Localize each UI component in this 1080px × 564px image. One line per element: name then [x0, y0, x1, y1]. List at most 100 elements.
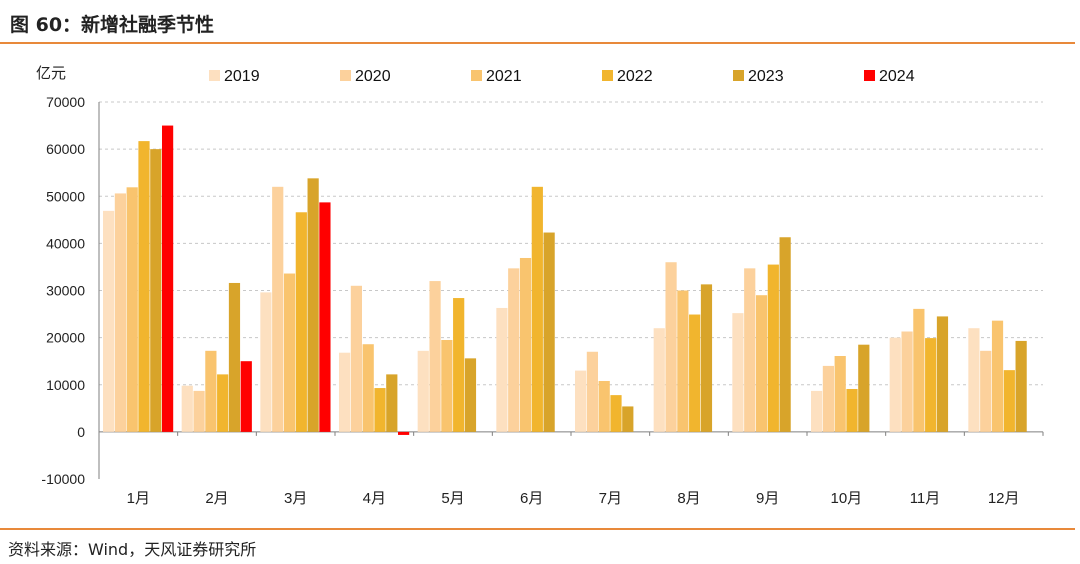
bar-2023-4 — [386, 374, 398, 432]
x-tick-label: 8月 — [677, 490, 700, 507]
bar-2019-1 — [103, 210, 115, 432]
legend-label-2024: 2024 — [879, 68, 915, 85]
bar-2021-1 — [126, 187, 138, 432]
bar-2022-3 — [295, 212, 307, 432]
bar-2024-1 — [162, 125, 174, 432]
bar-chart: -10000 0 10000 20000 30000 40000 50000 60000 700… — [36, 65, 1044, 507]
y-tick-label: 40000 — [46, 235, 85, 251]
bar-2024-4 — [398, 431, 410, 435]
bar-2022-11 — [925, 338, 937, 432]
y-tick-label: 50000 — [46, 188, 85, 204]
bar-2021-5 — [441, 339, 453, 432]
bar-2023-2 — [228, 282, 241, 432]
legend-swatch-2021 — [471, 70, 482, 81]
bar-2021-3 — [283, 273, 296, 432]
bar-2020-4 — [350, 285, 362, 432]
bar-2021-11 — [913, 308, 925, 432]
legend-label-2020: 2020 — [355, 68, 391, 85]
bar-2022-4 — [374, 388, 386, 432]
bar-2022-9 — [767, 264, 779, 432]
y-axis-label: 亿元 — [36, 65, 66, 82]
bar-2022-5 — [453, 298, 465, 432]
bar-2023-9 — [779, 237, 791, 432]
bar-2022-6 — [531, 186, 543, 432]
bar-2019-5 — [417, 350, 429, 432]
bar-2019-7 — [575, 370, 587, 432]
bar-2019-8 — [653, 328, 665, 432]
bar-2021-4 — [362, 344, 374, 432]
x-tick-label: 12月 — [988, 490, 1020, 507]
legend-swatch-2023 — [733, 70, 744, 81]
bar-2019-12 — [968, 328, 980, 432]
bar-2023-5 — [464, 358, 477, 432]
bar-2021-9 — [755, 295, 768, 432]
bar-2024-3 — [319, 202, 331, 432]
y-tick-label: 30000 — [46, 283, 85, 299]
bar-2021-10 — [834, 356, 846, 432]
header-rule — [0, 42, 1075, 44]
chart-title: 图 60：新增社融季节性 — [10, 14, 215, 36]
bar-2020-11 — [901, 331, 913, 432]
bar-2020-9 — [744, 268, 756, 432]
x-tick-label: 7月 — [599, 490, 622, 507]
legend-swatch-2019 — [209, 70, 220, 81]
bar-2020-12 — [980, 350, 992, 432]
bar-2019-11 — [889, 337, 901, 432]
legend-label-2019: 2019 — [224, 68, 260, 85]
legend-swatch-2024 — [864, 70, 875, 81]
y-tick-label: 60000 — [46, 141, 85, 157]
bar-2021-2 — [205, 350, 217, 432]
bar-2023-7 — [622, 406, 634, 432]
bar-2020-10 — [822, 365, 834, 432]
legend-swatch-2022 — [602, 70, 613, 81]
x-tick-label: 11月 — [910, 490, 941, 507]
x-tick-label: 3月 — [284, 490, 307, 507]
legend-label-2022: 2022 — [617, 68, 653, 85]
bar-2023-11 — [936, 316, 949, 432]
bar-2020-5 — [429, 281, 441, 432]
y-tick-label: 0 — [77, 424, 85, 440]
y-tick-label: 70000 — [46, 94, 85, 110]
y-tick-label: 20000 — [46, 330, 85, 346]
y-tick-label: 10000 — [46, 377, 85, 393]
bar-2020-2 — [193, 390, 205, 432]
x-tick-label: 9月 — [756, 490, 779, 507]
x-tick-label: 2月 — [205, 490, 228, 507]
legend-label-2023: 2023 — [748, 68, 784, 85]
bar-2023-1 — [150, 149, 162, 432]
bar-2019-9 — [732, 313, 744, 432]
bar-2023-6 — [543, 232, 555, 432]
bar-2020-6 — [508, 268, 520, 432]
bar-2019-3 — [260, 292, 272, 432]
bar-2019-10 — [811, 390, 823, 432]
source-note: 资料来源：Wind，天风证券研究所 — [8, 540, 257, 559]
x-tick-label: 4月 — [363, 490, 386, 507]
x-tick-label: 5月 — [441, 490, 464, 507]
bar-2019-2 — [181, 385, 193, 432]
bar-2023-3 — [307, 178, 319, 432]
bar-2021-6 — [519, 257, 532, 432]
bar-2024-2 — [240, 361, 252, 432]
bar-2022-2 — [217, 374, 229, 432]
bar-2020-8 — [665, 262, 677, 432]
legend-swatch-2020 — [340, 70, 351, 81]
bar-2020-7 — [586, 351, 598, 432]
bar-2023-8 — [700, 284, 713, 432]
bar-2023-10 — [858, 344, 870, 432]
x-tick-label: 6月 — [520, 490, 543, 507]
bar-2023-12 — [1015, 340, 1027, 432]
x-tick-label: 10月 — [830, 490, 862, 507]
bar-2022-12 — [1003, 370, 1015, 432]
legend-label-2021: 2021 — [486, 68, 522, 85]
y-tick-label: -10000 — [41, 471, 85, 487]
bar-2022-1 — [138, 141, 150, 432]
bar-2021-7 — [598, 380, 610, 432]
bar-2020-1 — [114, 193, 126, 432]
footer-rule — [0, 528, 1075, 530]
bar-2022-8 — [689, 314, 701, 432]
x-tick-label: 1月 — [127, 490, 150, 507]
bar-2019-6 — [496, 307, 508, 432]
bar-2022-7 — [610, 395, 622, 432]
bar-2021-8 — [677, 290, 689, 432]
bar-2022-10 — [846, 388, 858, 432]
